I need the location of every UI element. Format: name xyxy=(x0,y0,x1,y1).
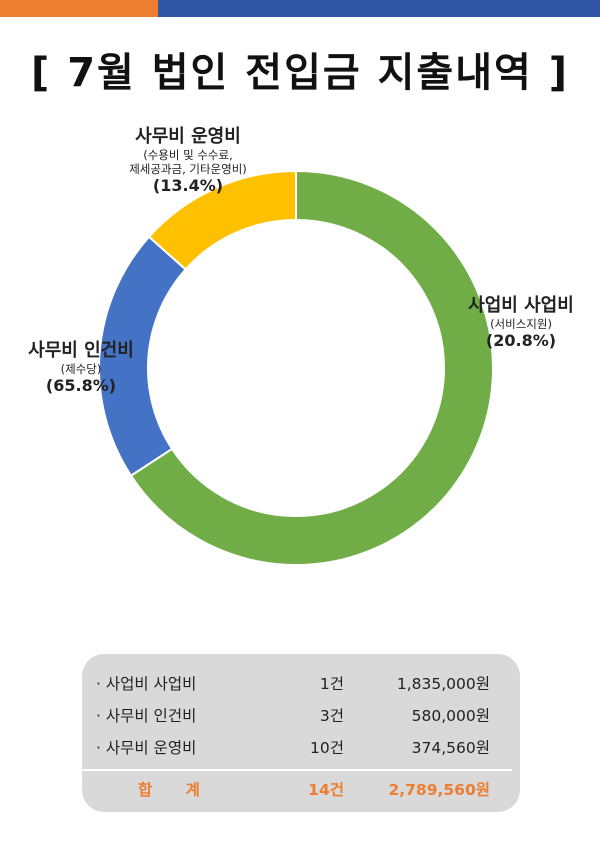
summary-row: · 사무비 운영비 10건 374,560원 xyxy=(82,736,520,760)
donut-slice-business xyxy=(129,169,494,566)
slice-pct-business: (20.8%) xyxy=(485,331,557,350)
summary-item: · 사업비 사업비 xyxy=(96,675,197,693)
summary-total-label: 합 계 xyxy=(138,781,214,799)
summary-item: · 사무비 운영비 xyxy=(96,739,197,757)
summary-total-amount: 2,789,560원 xyxy=(388,781,490,799)
summary-row: · 사무비 인건비 3건 580,000원 xyxy=(82,704,520,728)
summary-count: 10건 xyxy=(310,739,344,757)
slice-label-business: 사업비 사업비 (서비스지원) (20.8%) xyxy=(446,295,596,351)
header-accent-blue xyxy=(158,0,600,17)
summary-amount: 1,835,000원 xyxy=(396,675,490,693)
slice-name-operating: 사무비 운영비 xyxy=(135,126,241,147)
summary-row: · 사업비 사업비 1건 1,835,000원 xyxy=(82,672,520,696)
summary-count: 3건 xyxy=(319,707,344,725)
page-title: [ 7월 법인 전입금 지출내역 ] xyxy=(30,50,570,96)
header-accent-orange xyxy=(0,0,158,17)
slice-sub-operating: (수용비 및 수수료, 제세공과금, 기타운영비) xyxy=(129,148,247,176)
summary-amount: 580,000원 xyxy=(411,707,490,725)
summary-total-count: 14건 xyxy=(308,781,344,799)
slice-sub-business: (서비스지원) xyxy=(490,317,552,331)
summary-divider xyxy=(82,769,512,771)
summary-box: · 사업비 사업비 1건 1,835,000원 · 사무비 인건비 3건 580… xyxy=(82,654,520,812)
summary-total-row: 합 계 14건 2,789,560원 xyxy=(82,778,520,802)
slice-name-personnel: 사무비 인건비 xyxy=(28,340,134,361)
slice-pct-operating: (13.4%) xyxy=(152,176,224,195)
slice-label-personnel: 사무비 인건비 (제수당) (65.8%) xyxy=(6,340,156,396)
donut-slice-operating xyxy=(147,169,297,271)
summary-amount: 374,560원 xyxy=(411,739,490,757)
slice-pct-personnel: (65.8%) xyxy=(45,376,117,395)
donut-chart xyxy=(98,169,494,566)
slice-sub-personnel: (제수당) xyxy=(60,362,102,376)
slice-name-business: 사업비 사업비 xyxy=(468,295,574,316)
slice-label-operating: 사무비 운영비 (수용비 및 수수료, 제세공과금, 기타운영비) (13.4%… xyxy=(108,126,268,196)
summary-count: 1건 xyxy=(319,675,344,693)
summary-item: · 사무비 인건비 xyxy=(96,707,197,725)
